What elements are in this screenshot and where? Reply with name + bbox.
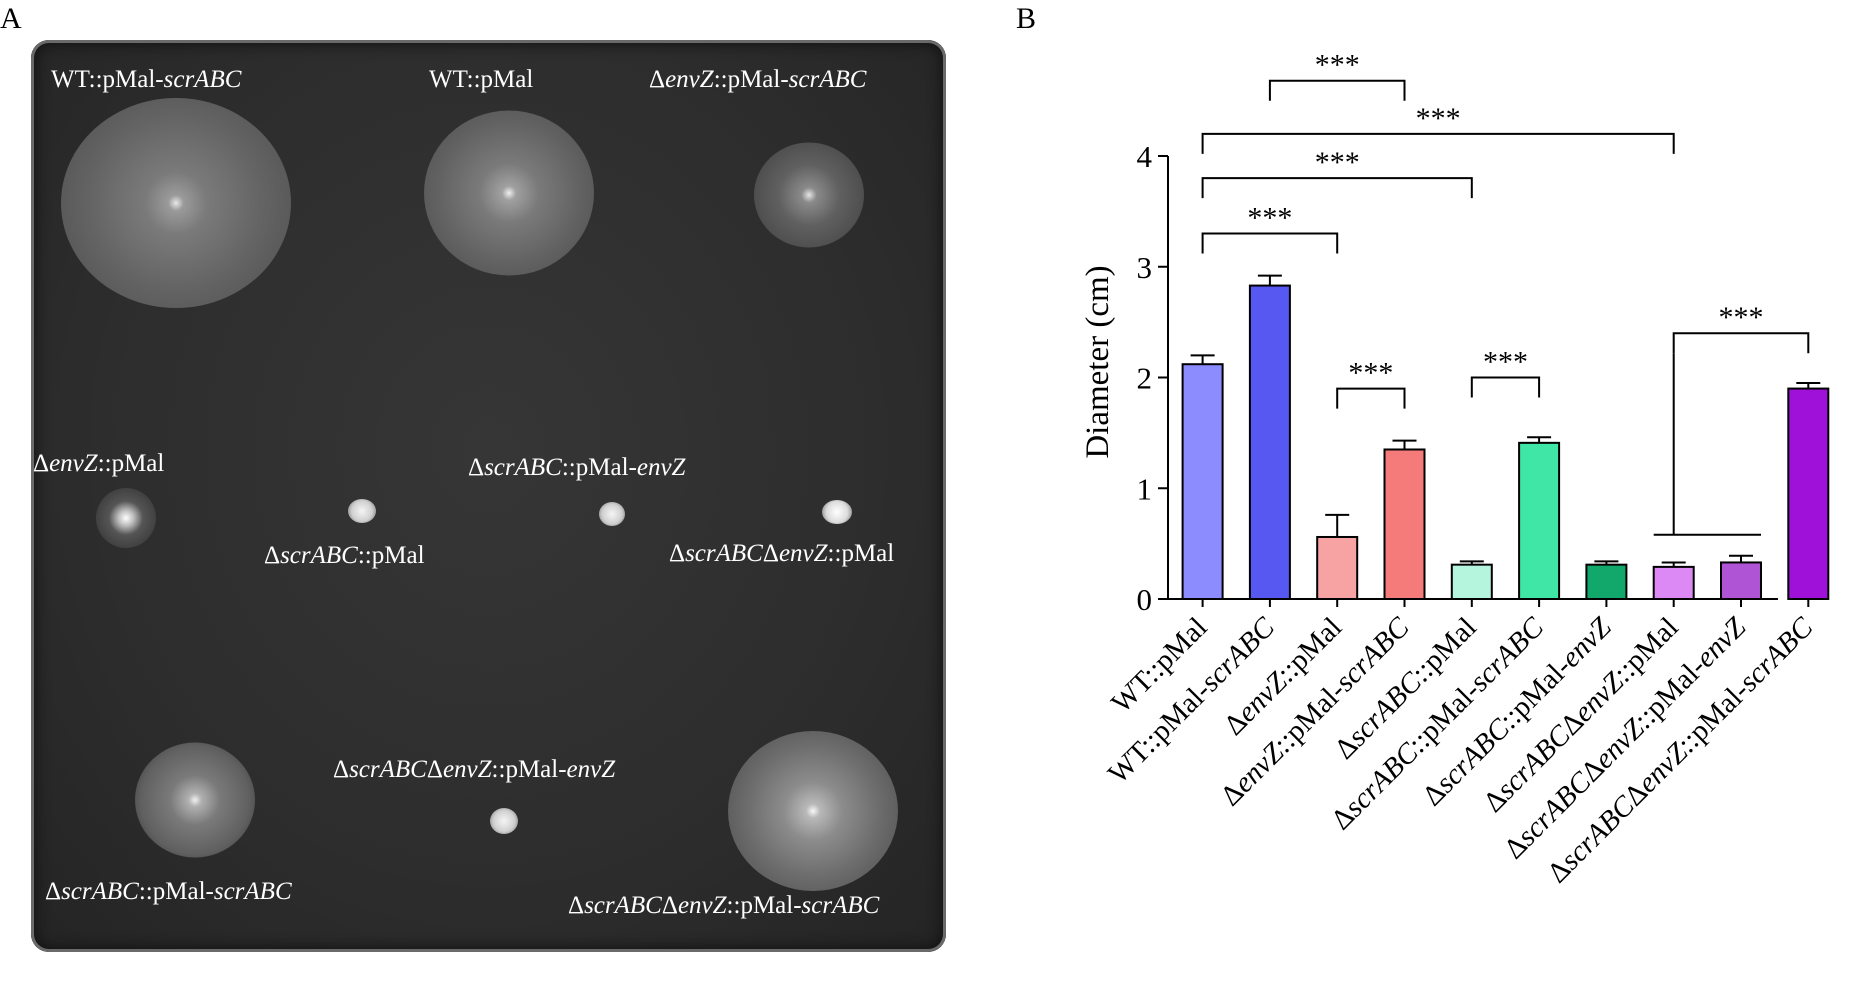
x-tick-labels: WT::pMalWT::pMal-scrABCΔenvZ::pMalΔenvZ:… [1102,611,1820,890]
significance-label: *** [1416,102,1461,135]
y-tick-label: 1 [1137,471,1153,506]
significance-bracket [1201,177,1473,199]
y-tick-label: 0 [1137,582,1153,617]
panel-b-label: B [1016,2,1037,35]
plate-label-scrabc-envz-pmal-envz: ΔscrABCΔenvZ::pMal-envZ [333,756,616,783]
panel-a-label: A [0,2,22,35]
plate-label-scrabc-envz-pmal-scrabc: ΔscrABCΔenvZ::pMal-scrABC [568,892,880,919]
significance-bracket [1470,376,1541,398]
significance-label: *** [1315,146,1360,179]
dot-colony [348,499,376,523]
plate-label-envz-pmal: ΔenvZ::pMal [33,450,165,477]
significance-label: *** [1247,202,1292,235]
swarm-colony [135,742,255,858]
significance-brackets: *** *** *** *** *** *** *** [1201,49,1810,536]
significance-bracket [1268,79,1406,101]
dot-colony [822,500,852,524]
bar [1518,441,1561,600]
significance-label: *** [1348,357,1393,390]
plate-label-scrabc-envz-pmal: ΔscrABCΔenvZ::pMal [669,540,895,567]
dot-colony [490,808,518,834]
significance-bracket [1201,232,1339,254]
bar [1450,563,1493,600]
y-axis-label: Diameter (cm) [1080,265,1116,458]
plate-label-scrabc-pmal-scrabc: ΔscrABC::pMal-scrABC [45,878,292,905]
bar [1181,363,1224,600]
bar [1383,448,1426,600]
plate-label-envz-pmal-scrabc: ΔenvZ::pMal-scrABC [649,66,867,93]
dot-colony [96,488,156,548]
swarm-colony [728,731,898,891]
significance-label: *** [1315,49,1360,82]
bar [1316,535,1359,600]
significance-label: *** [1719,301,1764,334]
dot-colony [599,502,625,526]
plate-label-wt-pmal-scrabc: WT::pMal-scrABC [51,66,242,93]
bar [1720,561,1762,601]
y-tick-label: 4 [1137,139,1153,174]
plate-label-scrabc-pmal-envz: ΔscrABC::pMal-envZ [468,454,686,481]
chart-bars [1181,274,1830,607]
agar-plate-photo: WT::pMal-scrABC WT::pMal ΔenvZ::pMal-scr… [31,40,946,952]
significance-bracket [1336,387,1406,409]
plate-label-wt-pmal: WT::pMal [429,66,534,93]
bar [1248,284,1291,600]
x-category-label-part: scrABC [1733,611,1820,698]
bar [1787,387,1830,601]
significance-label: *** [1483,346,1528,379]
plate-label-scrabc-pmal: ΔscrABC::pMal [264,542,425,569]
swarm-colony [61,98,291,308]
significance-bracket [1201,132,1675,154]
bar [1652,565,1695,601]
swarm-colony [754,142,864,248]
y-tick-label: 2 [1137,361,1153,396]
chart-axes: 0 1 2 3 4 [1137,139,1778,617]
y-tick-label: 3 [1137,250,1153,285]
significance-bracket [1672,332,1810,354]
swarm-colony [424,110,594,276]
bar [1585,563,1628,600]
